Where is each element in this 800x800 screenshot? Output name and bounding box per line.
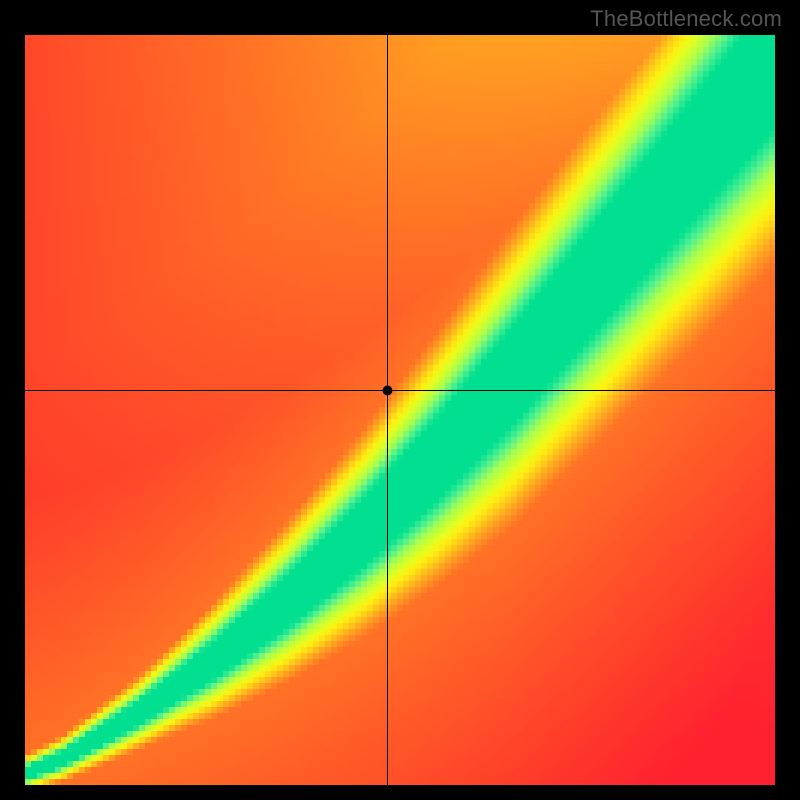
heatmap-plot (25, 35, 775, 785)
chart-container: TheBottleneck.com (0, 0, 800, 800)
crosshair-overlay (25, 35, 775, 785)
watermark-text: TheBottleneck.com (590, 6, 782, 32)
